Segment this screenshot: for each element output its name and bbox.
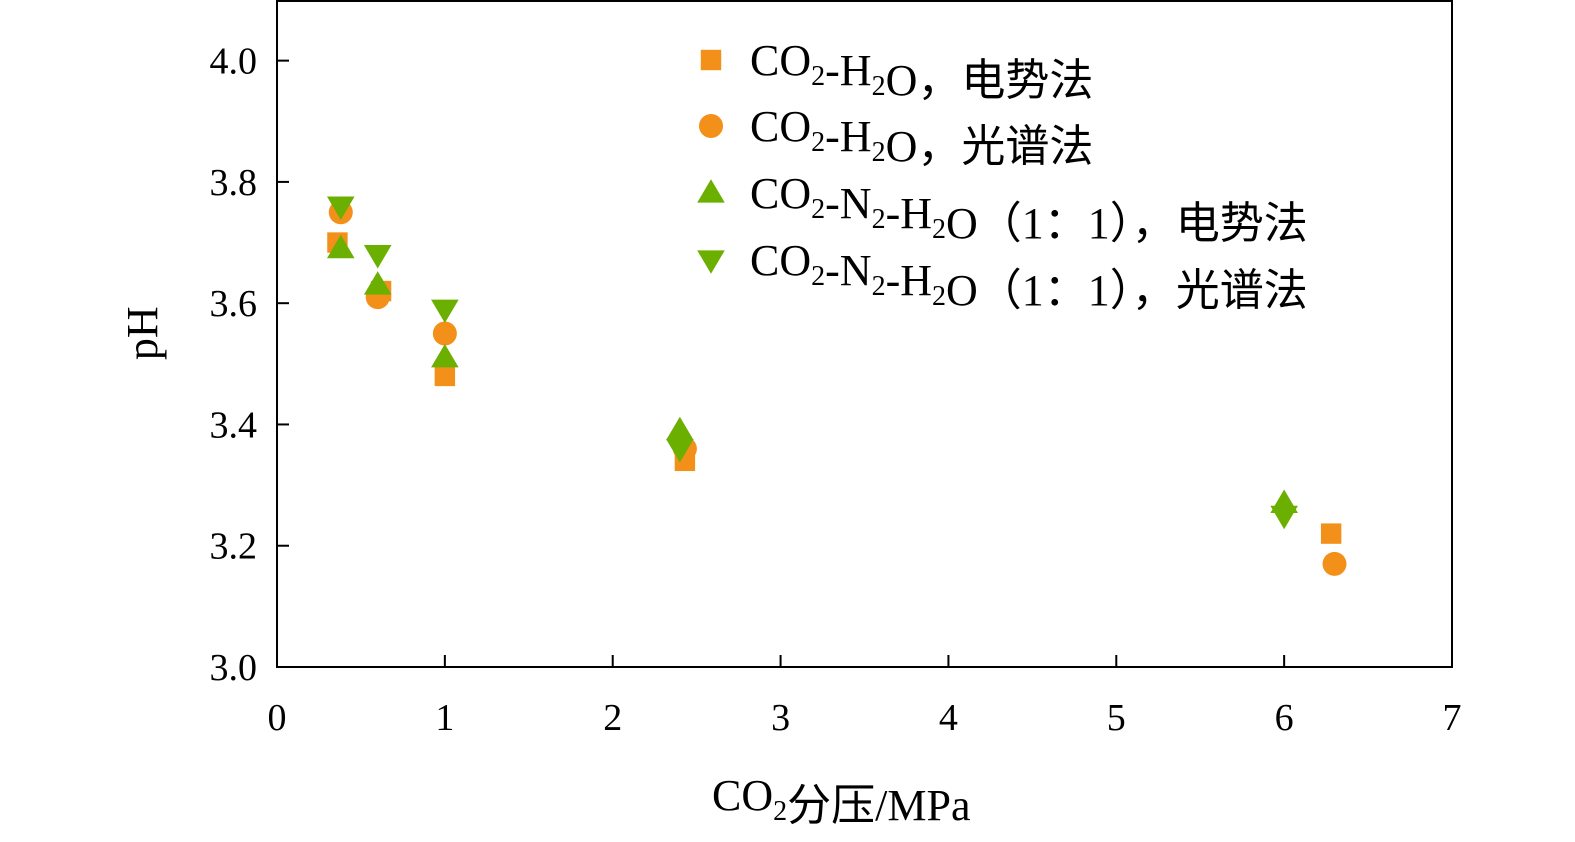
data-point-series-3 — [326, 234, 355, 259]
x-tick-label: 4 — [939, 697, 958, 739]
y-tick-label: 3.8 — [210, 162, 258, 204]
data-point-series-4 — [431, 299, 459, 324]
legend-marker-series-1 — [700, 49, 722, 71]
y-tick-label: 3.0 — [210, 647, 258, 689]
legend-label-series-4: CO2-N2-H2O（1：1），光谱法 — [750, 236, 1308, 315]
legend-label-series-2: CO2-H2O，光谱法 — [750, 102, 1093, 171]
legend-label-series-1: CO2-H2O，电势法 — [750, 36, 1093, 105]
x-tick-label: 7 — [1443, 697, 1462, 739]
legend-marker-series-2 — [699, 114, 723, 138]
data-point-series-3 — [666, 416, 694, 441]
data-point-series-3 — [363, 271, 392, 295]
data-point-series-4 — [363, 245, 392, 269]
x-tick-label: 3 — [771, 697, 790, 739]
data-point-series-4 — [1270, 505, 1298, 530]
data-point-series-2 — [432, 321, 457, 346]
data-point-series-4 — [666, 439, 694, 463]
x-tick-label: 5 — [1107, 697, 1126, 739]
data-point-series-4 — [326, 196, 355, 220]
y-tick-label: 3.2 — [210, 526, 258, 568]
data-point-series-1 — [434, 365, 456, 387]
data-point-series-1 — [1320, 523, 1342, 544]
y-tick-label: 3.4 — [210, 404, 258, 446]
legend-label-series-3: CO2-N2-H2O（1：1），电势法 — [750, 169, 1308, 248]
y-tick-label: 3.6 — [210, 283, 258, 325]
y-axis-title: pH — [118, 306, 167, 360]
data-point-series-3 — [431, 343, 459, 368]
legend-marker-series-3 — [697, 179, 725, 203]
x-tick-label: 6 — [1275, 697, 1294, 739]
plot-area-border — [276, 0, 1453, 668]
x-axis-title: CO2分压/MPa — [712, 771, 970, 830]
x-tick-label: 0 — [268, 697, 287, 739]
x-tick-label: 1 — [435, 697, 454, 739]
legend-marker-series-4 — [697, 250, 725, 274]
y-tick-label: 4.0 — [210, 41, 258, 83]
x-tick-label: 2 — [603, 697, 622, 739]
data-point-series-2 — [1322, 551, 1347, 576]
